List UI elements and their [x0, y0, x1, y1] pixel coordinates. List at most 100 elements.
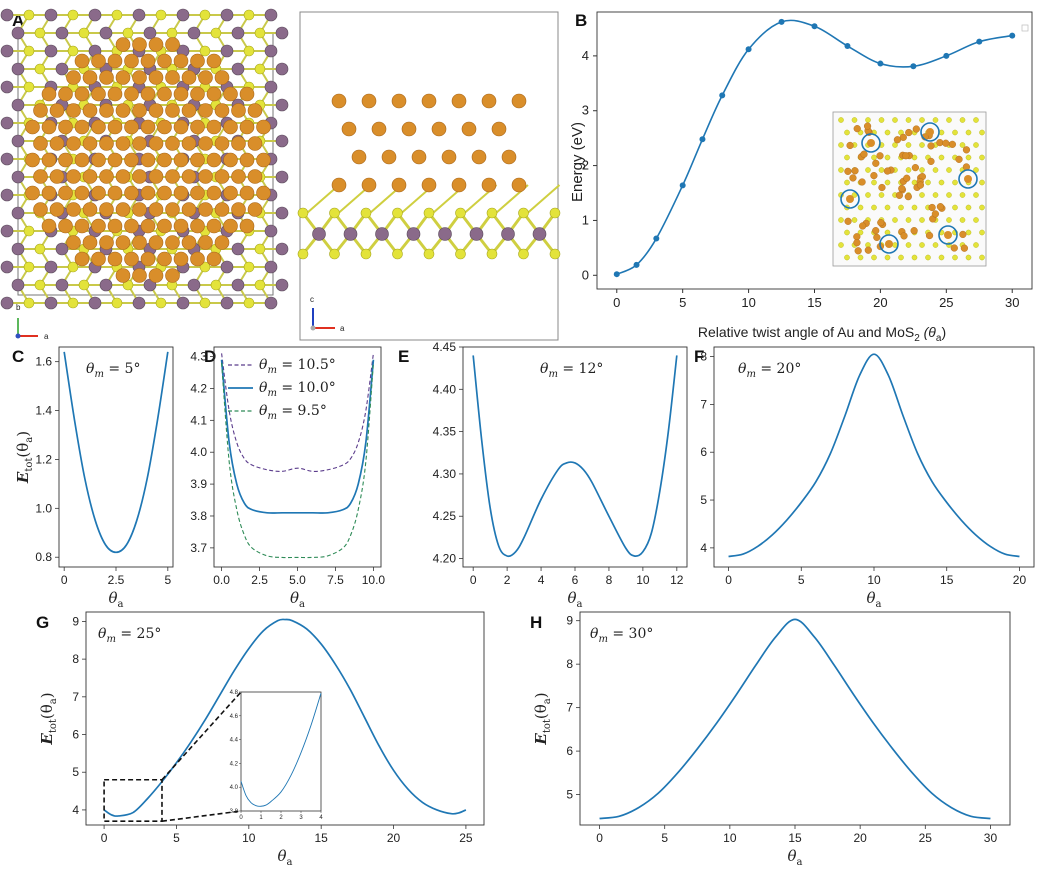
gold-atom: [124, 152, 139, 168]
gold-atom: [115, 103, 131, 118]
x-tick-label: 15: [315, 831, 329, 845]
x-label-main: θ: [278, 847, 287, 865]
sulfur-atom: [23, 261, 35, 273]
gold-atom: [157, 218, 172, 234]
x-label-main: θ: [290, 589, 299, 607]
data-point: [633, 261, 640, 268]
gold-atom: [115, 37, 131, 52]
gold-atom: [58, 185, 73, 201]
sulfur-atom: [946, 117, 952, 123]
gold-atom: [239, 119, 255, 135]
molybdenum-atom: [0, 296, 14, 310]
gold-atom: [132, 37, 147, 52]
x-tick-label: 10: [741, 295, 755, 310]
gold-atom: [441, 149, 457, 165]
y-label-sub2: a: [48, 698, 59, 704]
gold-atom: [115, 169, 131, 184]
x-tick-label: 10: [723, 831, 737, 845]
gold-atom: [239, 86, 255, 102]
molybdenum-atom: [343, 227, 358, 241]
gold-atom: [256, 185, 271, 201]
x-tick-label: 10.0: [362, 573, 386, 587]
gold-atom: [181, 103, 197, 118]
x-tick-label: 10: [867, 573, 881, 587]
inset-y-tick-label: 3.8: [230, 809, 239, 815]
gold-atom: [206, 185, 222, 201]
molybdenum-atom: [44, 260, 58, 274]
gold-atom: [959, 230, 967, 239]
sulfur-atom: [965, 204, 972, 211]
y-tick-label: 9: [72, 614, 79, 628]
sulfur-atom: [979, 179, 985, 186]
y-label-close: ): [14, 431, 32, 437]
sulfur-atom: [166, 27, 178, 39]
sulfur-atom: [905, 242, 912, 248]
gold-atom: [82, 103, 98, 118]
y-tick-label: 6: [700, 445, 707, 459]
sulfur-atom: [932, 167, 939, 173]
gold-atom: [25, 185, 40, 201]
sulfur-atom: [360, 248, 372, 260]
y-tick-label: 4.40: [433, 382, 457, 396]
gold-atom: [99, 136, 114, 151]
gold-atom: [181, 202, 197, 217]
sulfur-atom: [959, 217, 966, 223]
sulfur-atom: [297, 248, 309, 260]
gold-atom: [431, 121, 447, 137]
sulfur-atom: [329, 248, 340, 260]
inset-y-tick-label: 4.8: [230, 690, 239, 696]
highlight-circle: [879, 234, 899, 254]
gold-atom: [863, 122, 872, 130]
gold-atom: [927, 142, 935, 150]
x-label-sub: a: [287, 857, 293, 868]
zoom-box: [103, 778, 163, 823]
y-tick-label: 4.3: [190, 350, 207, 364]
gold-atom: [849, 174, 857, 182]
gold-atom: [391, 93, 407, 109]
gold-atom: [351, 149, 367, 165]
chart-b-inset-structure: [832, 111, 987, 267]
sulfur-atom: [925, 254, 931, 261]
y-label-sub2: a: [542, 698, 553, 704]
gold-atom: [33, 169, 48, 184]
sulfur-atom: [865, 117, 871, 123]
data-point: [745, 46, 752, 53]
series-line: [599, 618, 991, 820]
molybdenum-atom: [220, 44, 234, 58]
gold-atom: [853, 125, 861, 133]
sulfur-atom: [898, 204, 904, 211]
ann-sub: m: [94, 369, 103, 380]
sulfur-atom: [34, 27, 46, 39]
y-label-sub: tot: [24, 458, 35, 472]
ann-sub: m: [106, 634, 115, 645]
gold-atom: [942, 139, 950, 147]
gold-atom: [173, 53, 189, 69]
sulfur-atom: [919, 167, 925, 173]
gold-atom: [124, 53, 139, 69]
x-label-sub: a: [876, 599, 882, 610]
gold-atom: [231, 202, 246, 217]
sulfur-atom: [243, 9, 255, 21]
chart-b-xlabel: Relative twist angle of Au and MoS2 (θa): [698, 324, 946, 344]
gold-atom: [124, 218, 139, 234]
molybdenum-atom: [99, 26, 113, 40]
y-tick-label: 4: [700, 541, 707, 555]
gold-atom: [49, 169, 65, 184]
molybdenum-atom: [264, 224, 278, 238]
legend-sub: m: [267, 365, 276, 376]
sulfur-atom: [518, 207, 529, 219]
gold-atom: [231, 136, 246, 151]
gold-atom: [41, 86, 57, 102]
sulfur-atom: [865, 167, 871, 173]
molybdenum-atom: [88, 296, 102, 310]
ann-value: = 25°: [116, 626, 161, 642]
gold-atom: [107, 152, 123, 168]
gold-atom: [99, 169, 114, 184]
highlight-circle: [920, 122, 940, 142]
x-tick-label: 20: [873, 295, 887, 310]
sulfur-atom: [878, 117, 885, 123]
gold-atom: [926, 128, 934, 136]
gold-atom: [25, 119, 40, 135]
sulfur-atom: [392, 248, 403, 260]
